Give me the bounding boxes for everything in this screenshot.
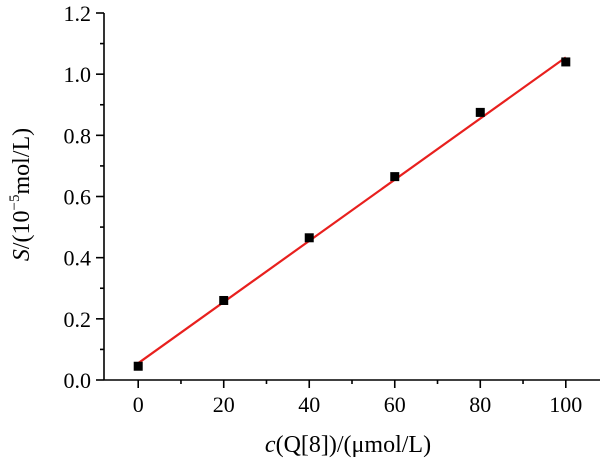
y-axis-title-var: S <box>9 249 35 261</box>
x-tick-label: 40 <box>298 392 320 417</box>
data-point <box>304 233 314 243</box>
data-point <box>561 57 571 67</box>
y-tick-label: 0.6 <box>64 185 92 210</box>
y-tick-label: 0.0 <box>64 368 92 393</box>
x-tick-label: 60 <box>384 392 406 417</box>
x-tick-label: 0 <box>133 392 144 417</box>
data-points <box>133 57 571 371</box>
y-tick-label: 0.8 <box>64 123 92 148</box>
x-tick-label: 20 <box>213 392 235 417</box>
data-point <box>133 361 143 371</box>
y-tick-label: 0.4 <box>64 246 92 271</box>
data-point <box>475 107 485 117</box>
fit-line <box>137 56 567 365</box>
ticks: 0.0 0.2 0.4 0.6 0.8 1.0 1.2 0 20 40 60 80 100 <box>64 1 583 417</box>
x-axis-title: c(Q[8])/(μmol/L) <box>265 432 431 458</box>
x-tick-label: 80 <box>469 392 491 417</box>
y-axis-title-unit: mol/L) <box>9 128 35 195</box>
x-axis-title-rest: (Q[8])/(μmol/L) <box>276 432 431 458</box>
y-axis-title-exponent: −5 <box>7 195 23 211</box>
x-axis-title-var: c <box>265 432 276 458</box>
fit-line-group <box>137 56 567 365</box>
y-tick-label: 1.0 <box>64 62 92 87</box>
y-tick-label: 0.2 <box>64 307 92 332</box>
axes <box>103 13 600 381</box>
data-point <box>390 172 400 182</box>
data-point <box>219 295 229 305</box>
y-tick-label: 1.2 <box>64 1 92 26</box>
x-tick-label: 100 <box>549 392 582 417</box>
y-axis-title: S/(10−5mol/L) <box>7 128 35 261</box>
y-axis-title-prefix: /(10 <box>9 210 35 249</box>
